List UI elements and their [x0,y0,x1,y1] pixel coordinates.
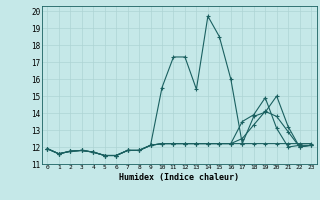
X-axis label: Humidex (Indice chaleur): Humidex (Indice chaleur) [119,173,239,182]
